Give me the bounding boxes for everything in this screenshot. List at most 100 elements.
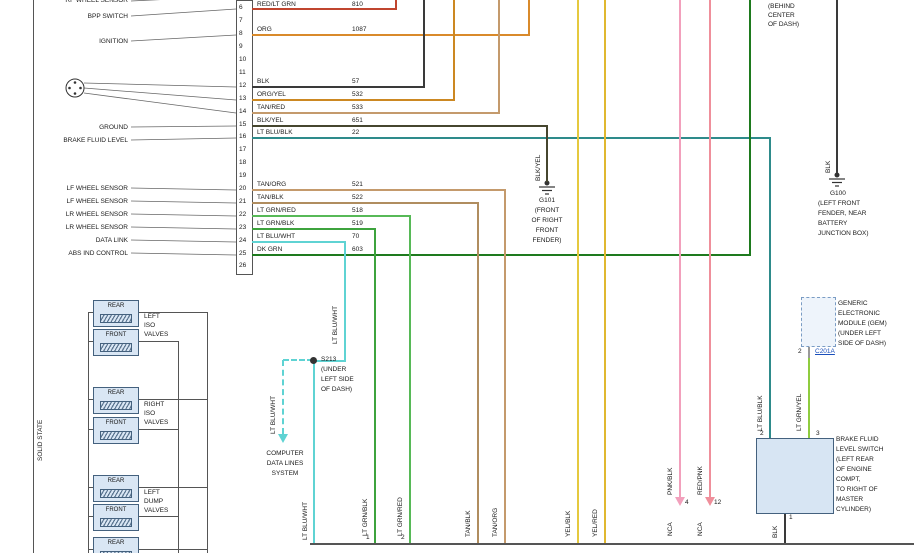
ground-g101-label: FRONT	[535, 227, 559, 234]
wire-651-to-g101	[546, 125, 548, 182]
wire-603-dk-grn	[252, 254, 751, 256]
gem-pin-number: 2	[798, 348, 802, 355]
pin-number: 16	[239, 133, 247, 140]
nca-label: NCA	[697, 522, 704, 536]
bfls-label: OF ENGINE	[836, 466, 872, 473]
bottom-pin-number: 2	[401, 534, 405, 541]
module-input-brake-fluid-level: BRAKE FLUID LEVEL	[63, 137, 128, 144]
ground-g101-label: (FRONT	[534, 207, 560, 214]
gem-label: MODULE (GEM)	[838, 320, 887, 327]
valve-left-dump-front: FRONT	[93, 504, 139, 531]
wire-519-lt-grn-blk	[252, 228, 376, 230]
wire-color-label: ORG/YEL	[257, 91, 286, 98]
wire-yel-blk	[577, 0, 579, 543]
valve-stub	[137, 516, 178, 517]
valve-stub	[137, 399, 207, 400]
wire-color-label: LT BLU/WHT	[257, 233, 296, 240]
circuit-number: 70	[352, 233, 360, 240]
module-input-lr-wheel-sensor: LR WHEEL SENSOR	[65, 224, 128, 231]
valve-stub	[88, 341, 94, 342]
wire-519-down	[374, 228, 376, 543]
nca-label: NCA	[667, 522, 674, 536]
pin-number: 7	[239, 17, 243, 24]
circuit-number: 522	[352, 194, 363, 201]
circuit-number: 810	[352, 1, 363, 8]
ground-g100-label: BATTERY	[818, 220, 848, 227]
wire-label-yel-blk: YEL/BLK	[565, 510, 572, 537]
circuit-number: 1087	[352, 26, 367, 33]
circuit-number: 57	[352, 78, 360, 85]
ground-g100-label: JUNCTION BOX)	[818, 230, 869, 237]
wire-color-label: BLK/YEL	[257, 117, 284, 124]
wire-label-lt-blu-wht: LT BLU/WHT	[302, 501, 309, 540]
pin-number: 10	[239, 56, 247, 63]
valve-stub	[88, 549, 94, 550]
pump-motor-icon	[65, 78, 85, 98]
wire-color-label: LT GRN/BLK	[257, 220, 295, 227]
switch-pin-1: 1	[789, 514, 793, 521]
valve-coil-icon	[100, 518, 132, 527]
wire-label-blk: BLK	[772, 525, 779, 538]
circuit-number: 533	[352, 104, 363, 111]
pin-number: 14	[239, 108, 247, 115]
valve-bus-left	[88, 312, 89, 553]
wire-label-blk-yel: BLK/YEL	[535, 154, 542, 181]
module-input-data-link: DATA LINK	[95, 237, 128, 244]
wire-label-red-pnk: RED/PNK	[697, 466, 704, 495]
wire-color-label: TAN/BLK	[257, 194, 284, 201]
switch-pin-3: 3	[816, 430, 820, 437]
wire-57-blk	[252, 86, 425, 88]
valve-group-label: RIGHT	[144, 401, 165, 408]
gem-label: GENERIC	[838, 300, 868, 307]
valve-coil-icon	[100, 551, 132, 553]
pin-number: 11	[239, 69, 246, 76]
nca-pin-number: 4	[685, 499, 689, 506]
valve-stub	[88, 312, 94, 313]
wire-518-down	[409, 215, 411, 543]
wire-70-to-computer-data	[282, 360, 284, 434]
nca-pin-number: 12	[714, 499, 722, 506]
valve-left-iso-rear: REAR	[93, 300, 139, 327]
behind-dash-note: OF DASH)	[768, 21, 800, 28]
ground-g100-label: FENDER, NEAR	[818, 210, 867, 217]
valve-group-label: DUMP	[144, 498, 164, 505]
bottom-connector-line	[310, 543, 914, 545]
wire-522-tan-blk	[252, 202, 479, 204]
pin-number: 17	[239, 146, 247, 153]
valve-coil-icon	[100, 489, 132, 498]
s213-label: OF DASH)	[321, 386, 353, 393]
pin-number: 20	[239, 185, 247, 192]
wire-color-label: LT GRN/RED	[257, 207, 296, 214]
wire-label-tan-blk: TAN/BLK	[465, 510, 472, 537]
ground-g100-icon	[829, 172, 845, 187]
module-input-lf-wheel-sensor: LF WHEEL SENSOR	[66, 198, 128, 205]
wire-label-lt-blu-blk: LT BLU/BLK	[757, 395, 764, 431]
pin-number: 6	[239, 4, 243, 11]
wire-810-red-lt-grn	[252, 8, 397, 10]
splice-s213-dot	[310, 357, 317, 364]
module-input-abs-ind-control: ABS IND CONTROL	[68, 250, 128, 257]
computer-data-lines-label: SYSTEM	[271, 470, 299, 477]
valve-stub	[137, 341, 178, 342]
valve-coil-icon	[100, 343, 132, 352]
valve-stub	[137, 312, 207, 313]
circuit-number: 603	[352, 246, 363, 253]
valve-coil-icon	[100, 314, 132, 323]
valve-group-label: LEFT	[144, 313, 160, 320]
module-input-ground: GROUND	[99, 124, 128, 131]
valve-label: REAR	[107, 303, 125, 309]
wire-color-label: BLK	[257, 78, 270, 85]
wire-651-blk-yel	[252, 125, 548, 127]
wire-532-org-yel	[252, 99, 455, 101]
circuit-number: 518	[352, 207, 363, 214]
wire-color-label: TAN/RED	[257, 104, 286, 111]
valve-label: REAR	[107, 540, 125, 546]
valve-stub	[88, 487, 94, 488]
valve-label: REAR	[107, 390, 125, 396]
wire-label-lt-grn-blk: LT GRN/BLK	[362, 498, 369, 536]
valve-group-label: VALVES	[144, 507, 169, 514]
circuit-number: 22	[352, 129, 360, 136]
pin-number: 21	[239, 198, 247, 205]
valve-label: FRONT	[105, 507, 127, 513]
wire-splice-dashed	[283, 359, 313, 361]
